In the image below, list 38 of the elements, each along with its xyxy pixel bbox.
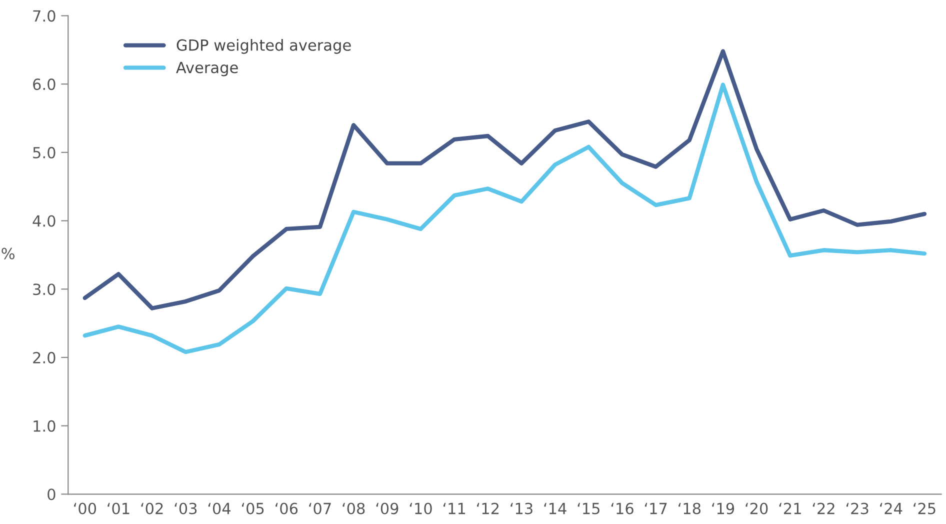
legend-label: Average (176, 62, 238, 76)
x-tick-label: ‘04 (208, 502, 231, 514)
x-tick-label: ‘19 (712, 502, 734, 514)
y-tick-label: 1.0 (34, 420, 56, 432)
x-tick-label: ‘21 (779, 502, 801, 514)
line-series (82, 82, 927, 354)
x-tick-label: ‘16 (611, 502, 634, 514)
x-tick-label: ‘03 (174, 502, 197, 514)
x-tick-label: ‘22 (812, 502, 834, 514)
legend-label: GDP weighted average (176, 39, 351, 54)
y-axis-title: % (2, 248, 14, 260)
x-tick-label: ‘12 (477, 502, 499, 514)
x-tick-label: ‘18 (678, 502, 700, 514)
x-tick-label: ‘11 (443, 502, 466, 514)
x-tick-label: ‘00 (74, 502, 96, 514)
x-tick-label: ‘09 (376, 502, 398, 514)
y-tick-label: 4.0 (32, 215, 56, 227)
x-tick-label: ‘13 (510, 502, 532, 514)
x-tick-label: ‘14 (544, 502, 566, 514)
x-tick-label: ‘10 (410, 502, 432, 514)
x-tick-label: ‘07 (309, 502, 331, 514)
x-tick-label: ‘08 (342, 502, 365, 514)
x-tick-label: ‘20 (746, 502, 768, 514)
x-tick-label: ‘06 (276, 502, 298, 514)
x-tick-label: ‘01 (108, 502, 130, 514)
y-tick-label: 2.0 (33, 352, 56, 364)
y-tick-label: 3.0 (33, 284, 56, 296)
y-tick-label: 5.0 (33, 146, 56, 158)
x-tick-label: ‘25 (914, 502, 936, 514)
x-tick-label: ‘02 (141, 502, 163, 514)
y-tick-label: 7.0 (33, 10, 56, 22)
x-tick-label: ‘24 (880, 502, 902, 514)
x-tick-label: ‘17 (644, 502, 667, 514)
y-tick-label: 0 (48, 488, 56, 500)
y-tick-label: 6.0 (33, 78, 56, 90)
x-tick-label: ‘05 (242, 502, 264, 514)
x-tick-label: ‘15 (578, 502, 600, 514)
x-tick-label: ‘23 (846, 502, 868, 514)
